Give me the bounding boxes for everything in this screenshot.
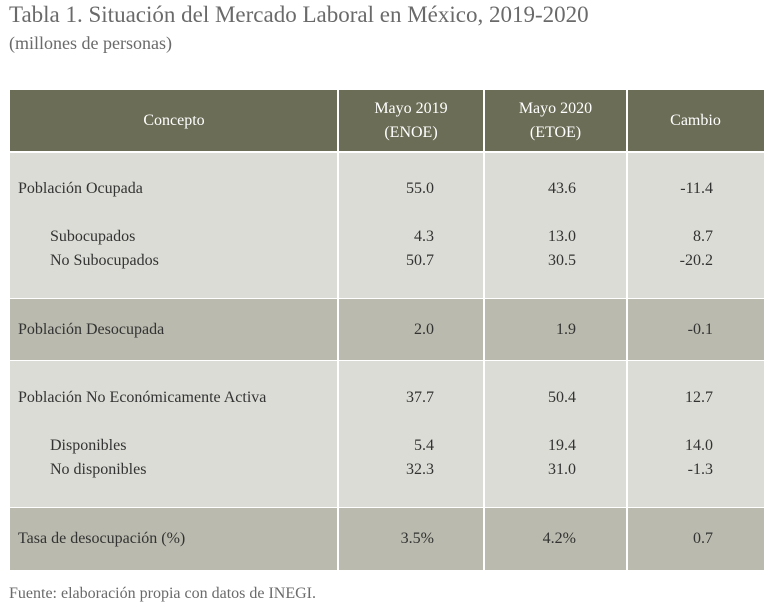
row-value: 0.7 [693, 530, 713, 547]
row-value: 30.5 [548, 252, 576, 269]
footnote: Fuente: elaboración propia con datos de … [9, 585, 317, 602]
header-text: Cambio [670, 112, 721, 129]
row-value: 4.3 [414, 228, 434, 245]
row-label: Tasa de desocupación (%) [18, 530, 186, 547]
row-value: 4.2% [542, 530, 576, 547]
row-value: 1.9 [556, 321, 576, 338]
row-label: No Subocupados [50, 252, 159, 269]
row-value: 31.0 [548, 461, 576, 478]
row-label: Disponibles [50, 437, 127, 454]
row-value: -20.2 [679, 252, 713, 269]
row-value: -0.1 [687, 321, 713, 338]
header-cell: Mayo 2019 (ENOE) [338, 97, 484, 145]
header-text: (ETOE) [529, 124, 582, 141]
header-text: Mayo 2020 [518, 100, 593, 117]
row-value: 5.4 [414, 437, 434, 454]
header-cell: Mayo 2020 (ETOE) [484, 97, 627, 145]
title: Tabla 1. Situación del Mercado Laboral e… [9, 2, 589, 27]
header-cell: Cambio [627, 109, 764, 133]
row-value: 3.5% [400, 530, 434, 547]
group-bg [10, 299, 764, 361]
row-label: Subocupados [50, 228, 136, 245]
row-value: -1.3 [687, 461, 713, 478]
row-value: 8.7 [693, 228, 713, 245]
header-bg [10, 90, 764, 152]
group-bg [10, 152, 764, 299]
row-value: 50.4 [548, 389, 576, 406]
row-label: Población Desocupada [18, 321, 165, 338]
column-separator [483, 90, 485, 570]
row-value: 37.7 [406, 389, 434, 406]
column-separator [337, 90, 339, 570]
row-value: 43.6 [548, 180, 576, 197]
row-value: 12.7 [685, 389, 713, 406]
row-value: 2.0 [414, 321, 434, 338]
row-value: 55.0 [406, 180, 434, 197]
header-cell: Concepto [10, 109, 338, 133]
row-label: Población Ocupada [18, 180, 143, 197]
column-separator [626, 90, 628, 570]
row-label: No disponibles [50, 461, 147, 478]
row-value: 50.7 [406, 252, 434, 269]
row-value: 14.0 [685, 437, 713, 454]
row-value: 19.4 [548, 437, 576, 454]
header-text: Mayo 2019 [374, 100, 448, 117]
group-bg [10, 361, 764, 508]
header-text: Concepto [143, 112, 205, 129]
header-separator [10, 151, 764, 153]
row-label: Población No Económicamente Activa [18, 389, 267, 406]
row-value: 32.3 [406, 461, 434, 478]
header-text: (ENOE) [384, 124, 438, 141]
table: Concepto Mayo 2019 (ENOE) Mayo 2020 (ETOE) Ca… [10, 90, 764, 570]
subtitle: (millones de personas) [9, 33, 172, 53]
row-value: 13.0 [548, 228, 576, 245]
row-value: -11.4 [680, 180, 713, 197]
group-bg [10, 508, 764, 570]
